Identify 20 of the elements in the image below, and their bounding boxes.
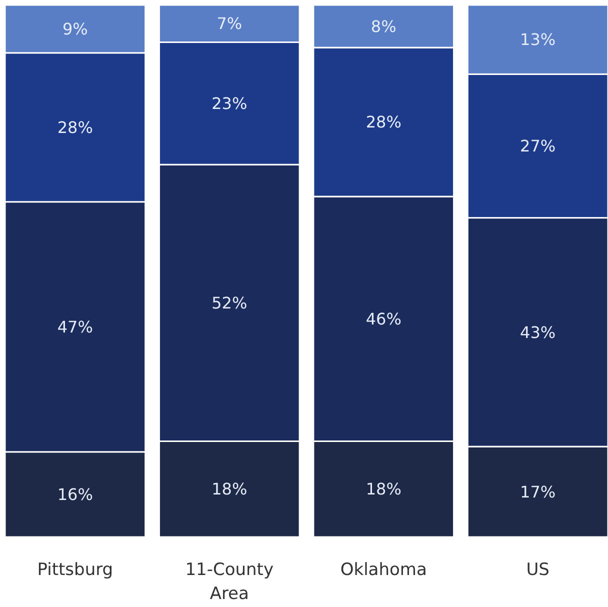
data-label: 27% <box>520 136 556 156</box>
data-label: 18% <box>212 480 248 499</box>
x-tick-label: 11-County Area <box>185 560 274 604</box>
x-tick-label: US <box>526 560 550 580</box>
data-label: 17% <box>520 482 556 502</box>
data-label: 47% <box>57 317 93 336</box>
data-label: 46% <box>366 309 402 328</box>
data-label: 18% <box>366 480 402 499</box>
data-label: 43% <box>520 322 556 342</box>
data-label: 23% <box>212 94 248 114</box>
data-label: 13% <box>520 30 556 50</box>
x-tick-label: Pittsburg <box>37 560 114 580</box>
data-label: 9% <box>62 20 88 39</box>
data-label: 28% <box>366 112 402 132</box>
x-tick-label: Oklahoma <box>340 560 427 580</box>
data-label: 16% <box>57 485 93 504</box>
data-label: 28% <box>57 118 93 137</box>
data-label: 7% <box>216 14 242 34</box>
data-label: 8% <box>370 16 396 36</box>
data-label: 52% <box>212 294 248 313</box>
